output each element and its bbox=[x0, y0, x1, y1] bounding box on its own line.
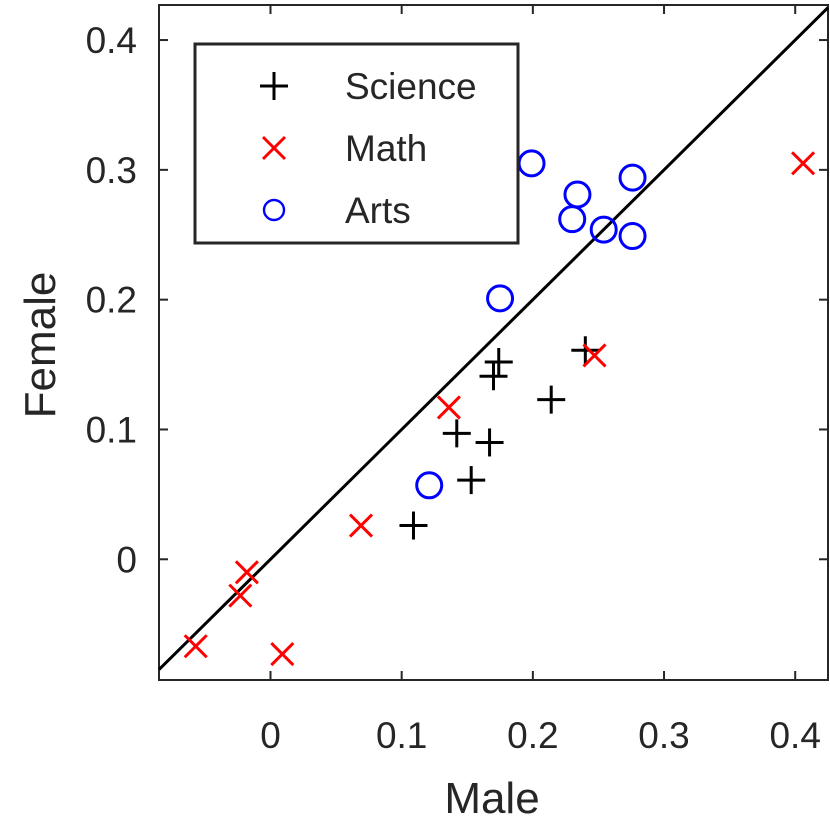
math-point bbox=[348, 513, 374, 538]
legend-label-science: Science bbox=[345, 66, 477, 107]
arts-point bbox=[618, 222, 647, 251]
arts-point bbox=[618, 163, 647, 192]
x-tick-label: 0 bbox=[260, 715, 281, 756]
arts-point bbox=[415, 471, 444, 500]
math-point bbox=[436, 395, 461, 420]
arts-point bbox=[589, 215, 618, 244]
ticks-layer: 0 0.1 0.2 0.3 0.4 0 0.1 0.2 0.3 0.4 bbox=[86, 5, 828, 756]
math-point bbox=[234, 560, 259, 585]
legend-item-arts: Arts bbox=[262, 190, 411, 231]
reference-line-layer bbox=[157, 6, 830, 671]
arts-point bbox=[563, 180, 592, 209]
science-point bbox=[457, 466, 486, 495]
science-point bbox=[442, 419, 471, 448]
legend-item-math: Math bbox=[261, 128, 427, 169]
y-tick-label: 0.4 bbox=[86, 20, 137, 61]
legend-box bbox=[193, 42, 520, 245]
legend-label-math: Math bbox=[345, 128, 427, 169]
identity-line bbox=[157, 6, 830, 671]
math-point bbox=[228, 583, 253, 608]
y-tick-label: 0.1 bbox=[86, 409, 137, 450]
data-points-layer bbox=[183, 149, 816, 667]
science-point bbox=[475, 428, 504, 457]
x-tick-label: 0.2 bbox=[507, 715, 558, 756]
math-point bbox=[791, 151, 816, 176]
arts-point bbox=[486, 284, 515, 313]
science-point bbox=[571, 336, 600, 365]
legend-marker-science bbox=[260, 72, 288, 100]
legend-marker-arts bbox=[262, 198, 286, 222]
x-tick-label: 0.3 bbox=[638, 715, 689, 756]
y-axis-label: Female bbox=[16, 272, 65, 419]
arts-point bbox=[558, 205, 587, 234]
legend: Science Math Arts bbox=[193, 42, 520, 245]
x-axis-label: Male bbox=[444, 774, 539, 823]
x-tick-label: 0.4 bbox=[769, 715, 820, 756]
science-point bbox=[484, 347, 513, 376]
y-tick-label: 0.3 bbox=[86, 150, 137, 191]
arts-point bbox=[517, 149, 546, 178]
math-point bbox=[183, 634, 208, 659]
x-tick-label: 0.1 bbox=[376, 715, 427, 756]
science-point bbox=[537, 385, 566, 414]
legend-marker-math bbox=[261, 135, 287, 161]
science-point bbox=[399, 511, 428, 540]
legend-label-arts: Arts bbox=[345, 190, 411, 231]
math-point bbox=[582, 343, 607, 368]
y-tick-label: 0 bbox=[116, 539, 137, 580]
axes-frame bbox=[158, 4, 829, 681]
legend-item-science: Science bbox=[260, 66, 477, 107]
plot-area-border bbox=[158, 4, 829, 681]
y-tick-label: 0.2 bbox=[86, 280, 137, 321]
science-point bbox=[479, 362, 508, 391]
math-point bbox=[270, 641, 295, 667]
